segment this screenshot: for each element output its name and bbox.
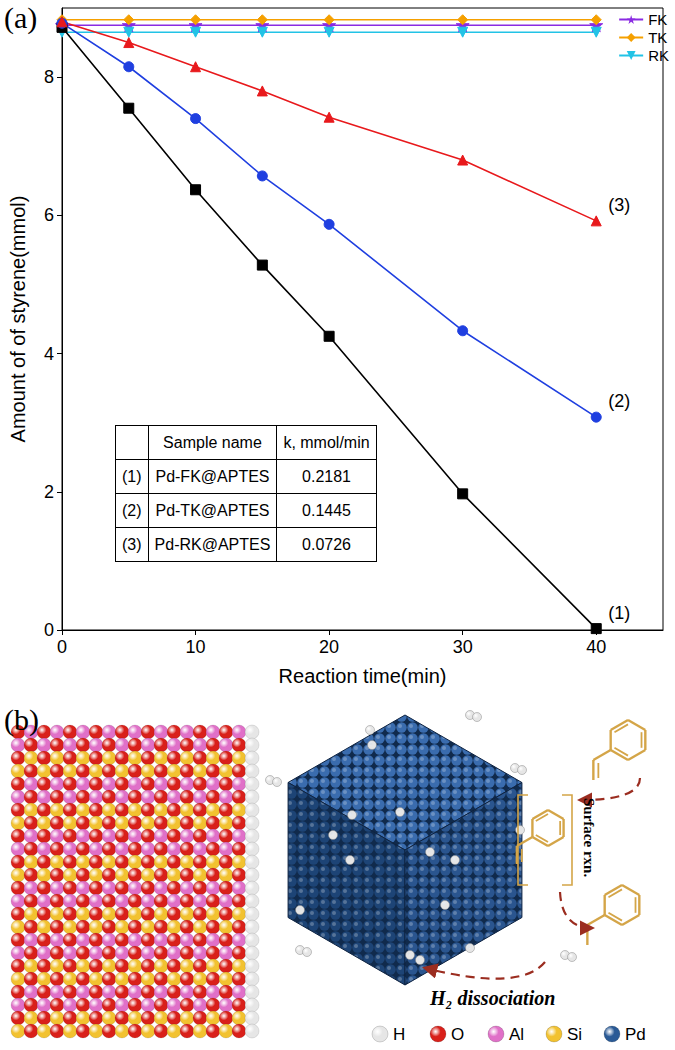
svg-text:O: O <box>451 1025 464 1044</box>
svg-text:Reaction time(min): Reaction time(min) <box>279 665 447 687</box>
html-text:Pd-RK@APTES: Pd-RK@APTES <box>154 535 271 553</box>
svg-text:(2): (2) <box>608 391 630 411</box>
html-text:Sample name: Sample name <box>163 433 262 451</box>
svg-text:(b): (b) <box>4 703 39 737</box>
svg-text:Surface rxn.: Surface rxn. <box>581 798 597 877</box>
svg-text:Amount of of styrene(mmol): Amount of of styrene(mmol) <box>7 196 29 443</box>
svg-text:TK: TK <box>648 29 667 46</box>
svg-text:H₂ dissociation: H₂ dissociation <box>429 987 555 1009</box>
svg-text:6: 6 <box>44 205 54 225</box>
html-text:0.2181: 0.2181 <box>302 467 351 485</box>
svg-text:10: 10 <box>186 637 206 657</box>
svg-text:2: 2 <box>44 482 54 502</box>
svg-text:(3): (3) <box>608 195 630 215</box>
svg-text:8: 8 <box>44 67 54 87</box>
html-text:(1): (1) <box>122 467 142 485</box>
svg-text:30: 30 <box>453 637 473 657</box>
svg-text:40: 40 <box>586 637 606 657</box>
svg-text:20: 20 <box>319 637 339 657</box>
svg-text:(a): (a) <box>4 1 37 35</box>
svg-text:(1): (1) <box>608 603 630 623</box>
html-text:(2): (2) <box>122 501 142 519</box>
svg-text:Al: Al <box>509 1025 524 1044</box>
html-text:0.1445: 0.1445 <box>302 501 351 519</box>
svg-text:Pd: Pd <box>625 1025 646 1044</box>
html-text:Pd-TK@APTES: Pd-TK@APTES <box>155 501 270 519</box>
html-text:0.0726: 0.0726 <box>302 535 351 553</box>
svg-text:FK: FK <box>648 11 667 28</box>
svg-text:RK: RK <box>648 47 669 64</box>
svg-text:0: 0 <box>57 637 67 657</box>
html-text:(3): (3) <box>122 535 142 553</box>
svg-text:0: 0 <box>44 620 54 640</box>
svg-text:4: 4 <box>44 344 54 364</box>
svg-text:Si: Si <box>567 1025 582 1044</box>
svg-text:H: H <box>393 1025 405 1044</box>
html-text:Pd-FK@APTES: Pd-FK@APTES <box>155 467 270 485</box>
html-text:k, mmol/min: k, mmol/min <box>283 433 370 451</box>
